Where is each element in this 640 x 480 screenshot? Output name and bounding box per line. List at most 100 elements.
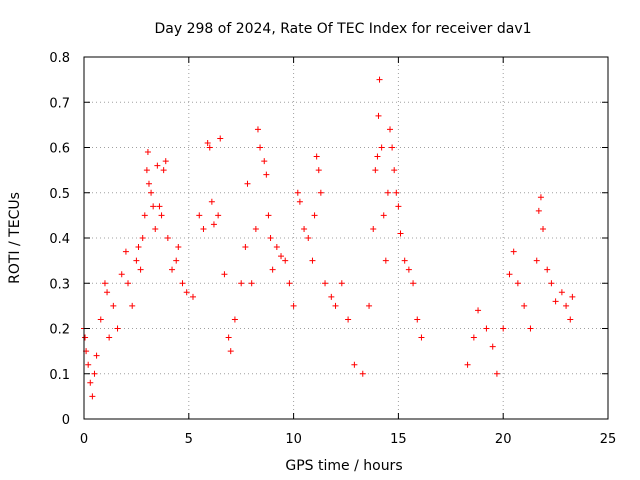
- data-point: [242, 244, 249, 251]
- data-point: [537, 194, 544, 201]
- data-point: [196, 212, 203, 219]
- y-tick-label: 0.3: [49, 277, 70, 292]
- data-point: [238, 280, 245, 287]
- data-point: [370, 225, 377, 232]
- data-point: [101, 280, 108, 287]
- data-point: [139, 235, 146, 241]
- data-point: [169, 266, 176, 273]
- data-point: [345, 316, 352, 323]
- data-point: [179, 280, 186, 287]
- data-point: [145, 180, 152, 187]
- data-point: [104, 289, 111, 296]
- data-point: [395, 203, 402, 210]
- data-point: [563, 302, 570, 309]
- data-point: [135, 244, 142, 251]
- y-tick-label: 0.8: [49, 51, 70, 66]
- data-point: [540, 225, 547, 232]
- data-point: [376, 76, 383, 83]
- data-point: [378, 144, 385, 151]
- data-point: [87, 379, 94, 386]
- data-point: [156, 203, 163, 210]
- data-point: [265, 212, 272, 219]
- data-point: [521, 302, 528, 309]
- data-point: [372, 167, 379, 174]
- y-tick-label: 0.5: [49, 187, 70, 202]
- data-point: [294, 189, 301, 196]
- data-point: [375, 112, 382, 119]
- data-point: [125, 280, 132, 287]
- data-point: [200, 225, 207, 232]
- data-point: [114, 325, 121, 332]
- data-point: [510, 248, 517, 255]
- data-point: [389, 144, 396, 151]
- chart-title: Day 298 of 2024, Rate Of TEC Index for r…: [154, 21, 531, 37]
- data-point: [374, 153, 381, 160]
- data-point: [493, 370, 500, 377]
- data-point: [393, 189, 400, 196]
- data-point: [106, 334, 113, 341]
- x-tick-label: 15: [390, 432, 407, 447]
- data-point: [164, 235, 171, 241]
- data-point: [305, 235, 312, 241]
- data-point: [257, 144, 264, 151]
- grid-lines: [84, 57, 608, 419]
- data-point: [91, 370, 98, 377]
- data-point: [150, 203, 157, 210]
- data-point: [366, 302, 373, 309]
- data-point: [248, 280, 255, 287]
- data-point: [301, 225, 308, 232]
- data-point: [500, 325, 507, 332]
- data-point: [535, 207, 542, 214]
- data-point: [152, 225, 159, 232]
- data-point: [397, 230, 404, 237]
- data-point: [133, 257, 140, 264]
- data-point: [322, 280, 329, 287]
- data-point: [464, 361, 471, 368]
- data-point: [183, 289, 190, 296]
- y-tick-label: 0: [62, 413, 70, 428]
- data-point: [296, 198, 303, 205]
- data-point: [489, 343, 496, 350]
- x-axis-label: GPS time / hours: [285, 458, 402, 474]
- data-point: [414, 316, 421, 323]
- data-point: [380, 212, 387, 219]
- data-point: [206, 144, 213, 151]
- data-point: [405, 266, 412, 273]
- plot-frame: [83, 56, 609, 420]
- data-point: [244, 180, 251, 187]
- data-point: [221, 271, 228, 278]
- data-point: [173, 257, 180, 264]
- data-point: [506, 271, 513, 278]
- data-point: [328, 293, 335, 300]
- y-tick-label: 0.6: [49, 142, 70, 157]
- data-point: [129, 302, 136, 309]
- data-point: [110, 302, 117, 309]
- data-point: [282, 257, 289, 264]
- data-point: [475, 307, 482, 314]
- y-tick-label: 0.4: [49, 232, 70, 247]
- data-point: [210, 221, 217, 228]
- data-point: [225, 334, 232, 341]
- data-point: [544, 266, 551, 273]
- data-point: [261, 158, 268, 165]
- data-point: [208, 198, 215, 205]
- data-point: [309, 257, 316, 264]
- data-point: [263, 171, 270, 178]
- y-tick-label: 0.2: [49, 323, 70, 338]
- data-point: [269, 266, 276, 273]
- data-point: [410, 280, 417, 287]
- x-tick-label: 25: [600, 432, 617, 447]
- data-point: [122, 248, 129, 255]
- y-tick-label: 0.1: [49, 368, 70, 383]
- data-point: [483, 325, 490, 332]
- data-point: [338, 280, 345, 287]
- data-point: [141, 212, 148, 219]
- data-point: [317, 189, 324, 196]
- x-tick-label: 0: [80, 432, 88, 447]
- data-point: [82, 334, 89, 341]
- data-point: [527, 325, 534, 332]
- data-point: [231, 316, 238, 323]
- data-point: [286, 280, 293, 287]
- data-point: [278, 253, 285, 260]
